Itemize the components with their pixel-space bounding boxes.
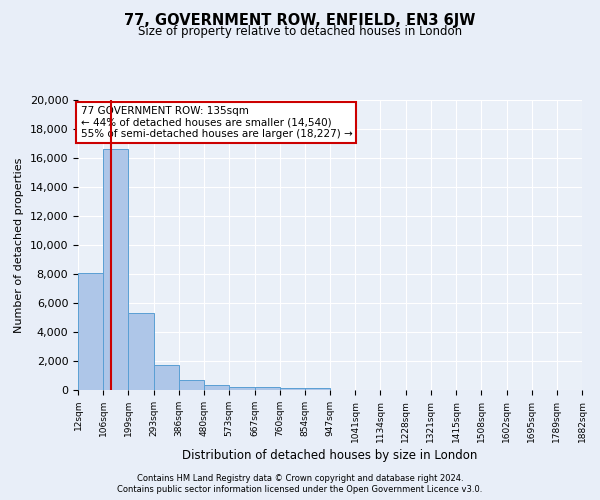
- Text: Distribution of detached houses by size in London: Distribution of detached houses by size …: [182, 450, 478, 462]
- Bar: [204, 385, 229, 390]
- Bar: [128, 313, 154, 390]
- Bar: [254, 387, 280, 390]
- Bar: [103, 150, 128, 390]
- Bar: [179, 380, 204, 390]
- Y-axis label: Number of detached properties: Number of detached properties: [14, 158, 24, 332]
- Bar: [229, 386, 254, 390]
- Text: Contains HM Land Registry data © Crown copyright and database right 2024.
Contai: Contains HM Land Registry data © Crown c…: [118, 474, 482, 494]
- Bar: [280, 388, 305, 390]
- Bar: [78, 272, 103, 390]
- Bar: [305, 388, 330, 390]
- Text: Size of property relative to detached houses in London: Size of property relative to detached ho…: [138, 25, 462, 38]
- Text: 77, GOVERNMENT ROW, ENFIELD, EN3 6JW: 77, GOVERNMENT ROW, ENFIELD, EN3 6JW: [124, 12, 476, 28]
- Text: 77 GOVERNMENT ROW: 135sqm
← 44% of detached houses are smaller (14,540)
55% of s: 77 GOVERNMENT ROW: 135sqm ← 44% of detac…: [80, 106, 352, 139]
- Bar: [154, 364, 179, 390]
